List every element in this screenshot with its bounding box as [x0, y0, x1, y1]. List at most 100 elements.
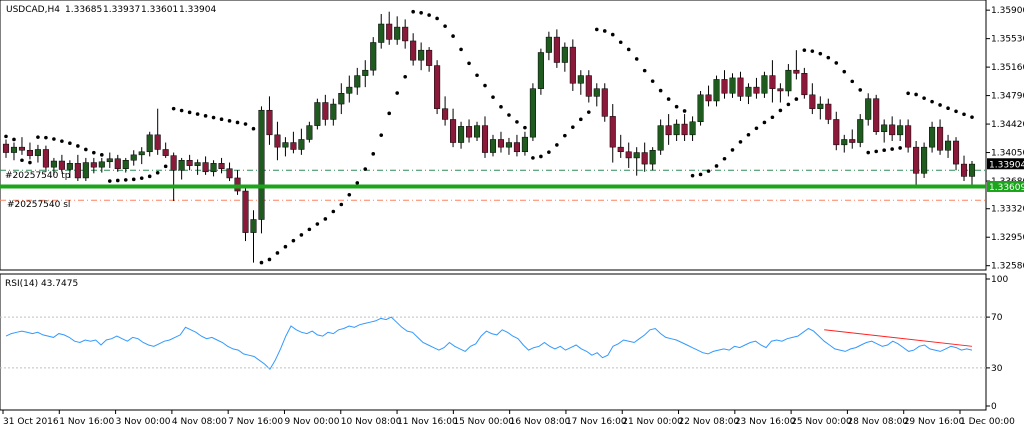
sar-dot	[100, 153, 104, 157]
sar-dot	[555, 143, 559, 147]
candle-body	[713, 79, 720, 102]
sar-dot	[626, 47, 631, 52]
candle-body	[593, 88, 600, 97]
candle-body	[322, 102, 329, 120]
price-tick-label: 1.32580	[991, 262, 1024, 272]
sar-dot	[443, 24, 447, 28]
rsi-line	[5, 316, 973, 371]
candle-body	[665, 125, 672, 136]
sar-dot	[890, 147, 894, 151]
candle-body	[74, 163, 81, 179]
price-tick-label: 1.35530	[991, 35, 1024, 45]
sar-dot	[682, 109, 687, 113]
candle-body	[681, 123, 688, 136]
time-tick-label: 9 Nov 00:00	[284, 417, 339, 427]
sar-dot	[594, 27, 599, 32]
time-tick-label: 23 Nov 16:00	[735, 417, 796, 427]
rsi-panel[interactable]	[0, 273, 987, 411]
candle-body	[801, 73, 808, 96]
candle-body	[481, 125, 489, 153]
sar-dot	[762, 120, 767, 125]
sar-dot	[371, 152, 376, 156]
sar-dot	[483, 83, 487, 88]
sar-dot	[36, 135, 40, 139]
sar-dot	[363, 167, 368, 171]
support-price-label: 1.33609	[989, 183, 1024, 193]
sar-dot	[794, 97, 799, 101]
candle-body	[625, 151, 632, 159]
sar-dot	[347, 192, 352, 197]
candle-body	[905, 125, 912, 148]
sar-dot	[387, 111, 392, 116]
sar-dot	[427, 13, 431, 17]
candle-body	[537, 52, 544, 89]
candle-body	[90, 162, 97, 168]
candle-body	[745, 86, 752, 97]
candle-body	[114, 158, 121, 169]
candle-body	[18, 146, 26, 151]
candle-body	[58, 160, 65, 170]
candle-body	[346, 86, 353, 94]
price-tick-label: 1.35900	[991, 6, 1024, 16]
candle-body	[833, 119, 840, 146]
sar-dot	[76, 144, 80, 148]
sar-dot	[491, 95, 495, 99]
rsi-trendline[interactable]	[824, 329, 973, 347]
candle-body	[968, 163, 976, 177]
candle-body	[394, 26, 401, 40]
candle-body	[178, 159, 185, 171]
candle-body	[162, 149, 169, 156]
candle-body	[960, 163, 968, 177]
sar-dot	[52, 137, 56, 141]
candle-body	[945, 140, 952, 151]
sar-dot	[810, 49, 815, 53]
time-axis: 31 Oct 2016 1 Nov 16:00 3 Nov 00:00 4 Nov 0…	[2, 410, 1015, 427]
candle-body	[2, 143, 10, 153]
sar-dot	[171, 106, 176, 111]
sar-dot	[722, 156, 727, 161]
sar-dot	[179, 108, 184, 113]
ohlc-open: 1.33685	[65, 5, 102, 15]
candle-body	[633, 152, 640, 159]
time-tick-label: 10 Nov 08:00	[341, 417, 402, 427]
sar-dot	[642, 68, 647, 73]
time-tick-label: 1 Nov 16:00	[59, 417, 114, 427]
candle-body	[881, 124, 888, 133]
sar-dot	[411, 9, 415, 14]
rsi-tick-label: 0	[991, 402, 997, 412]
time-tick-label: 21 Nov 00:00	[622, 417, 683, 427]
candle-body	[873, 98, 880, 133]
candle-body	[218, 163, 225, 169]
sar-dot	[339, 202, 344, 207]
sar-dot	[459, 47, 463, 52]
candle-body	[234, 177, 241, 192]
sar-dot	[12, 137, 16, 142]
candle-body	[418, 49, 425, 61]
time-tick-label: 3 Nov 00:00	[116, 417, 171, 427]
candle-body	[378, 23, 385, 43]
sar-dot	[826, 55, 831, 60]
candle-body	[513, 142, 520, 153]
sar-dot	[914, 92, 918, 97]
candle-body	[314, 102, 321, 126]
candle-body	[298, 139, 305, 150]
candle-body	[777, 88, 784, 92]
candle-body	[825, 103, 832, 120]
price-tick-label: 1.32950	[991, 233, 1024, 243]
candle-body	[737, 77, 744, 97]
sar-dot	[531, 156, 535, 160]
sar-dot	[243, 122, 248, 126]
candle-body	[290, 142, 297, 150]
sar-dot	[563, 133, 567, 138]
time-tick-label: 15 Nov 00:00	[453, 417, 514, 427]
sl-order-label: #20257540 sl	[7, 200, 70, 210]
candle-body	[761, 75, 768, 94]
time-tick-label: 28 Nov 08:00	[847, 417, 908, 427]
time-tick-label: 25 Nov 00:00	[791, 417, 852, 427]
candle-body	[673, 123, 680, 136]
sar-dot	[714, 164, 719, 168]
sar-dot	[307, 227, 312, 232]
candle-body	[402, 26, 409, 42]
sar-dot	[658, 88, 663, 93]
